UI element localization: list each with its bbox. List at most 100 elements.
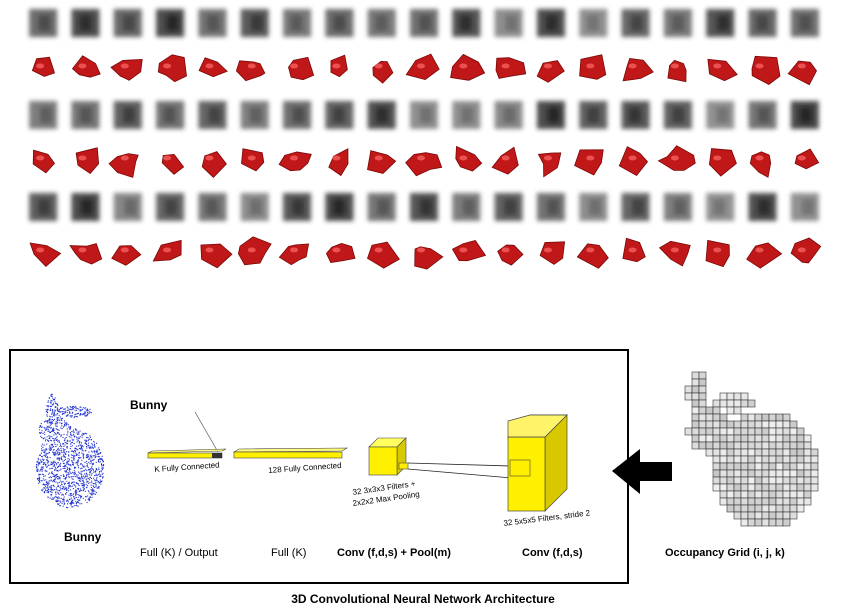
grey-filter-cell (198, 101, 227, 129)
grey-filter-cell (748, 101, 777, 129)
red-filter-cell (794, 148, 820, 170)
red-filter-cell (201, 151, 227, 178)
grey-filter-cell (29, 9, 58, 37)
grey-filter-cell (536, 9, 565, 37)
grey-filter-cell (240, 9, 269, 37)
grey-filter-cell (452, 193, 481, 221)
grey-filter-cell (621, 9, 650, 37)
layer-label-output: Full (K) / Output (140, 547, 218, 559)
red-filter-cell (576, 243, 609, 269)
grey-filter-cell (494, 193, 523, 221)
red-filter-cell (405, 53, 440, 81)
red-filter-cell (278, 243, 310, 266)
grey-filter-cell (706, 9, 735, 37)
red-filter-cell (29, 242, 62, 267)
grey-filter-cell (410, 193, 438, 221)
red-filter-cell (537, 152, 562, 178)
grey-filter-cell (706, 193, 735, 221)
grey-filter-cell (29, 193, 58, 221)
red-filter-cell (157, 54, 187, 83)
grey-filter-cell (410, 9, 438, 37)
grey-filter-cell (156, 193, 185, 221)
grey-filter-cell (367, 9, 396, 37)
grey-filter-cell (536, 101, 565, 129)
red-filter-cell (707, 58, 738, 82)
red-filter-cell (31, 56, 55, 77)
red-filter-cell (574, 149, 604, 176)
red-filter-cell (539, 241, 566, 265)
grey-filter-cell (663, 193, 692, 221)
red-filter-cell (241, 148, 265, 172)
point-cloud-bunny (35, 393, 105, 509)
grey-filter-cell (198, 193, 227, 221)
red-filter-cell (32, 149, 56, 174)
red-filter-cell (455, 145, 483, 172)
grey-filter-cell (790, 101, 819, 129)
grey-filter-cell (663, 9, 692, 37)
grey-filter-cell (325, 9, 354, 37)
grey-filter-cell (325, 101, 354, 129)
red-filter-cell (497, 244, 524, 266)
figure-caption: 3D Convolutional Neural Network Architec… (291, 592, 555, 606)
grey-filter-cell (748, 193, 777, 221)
red-filter-cell (657, 145, 696, 171)
red-filter-cell (622, 57, 654, 82)
red-filter-cell (751, 55, 781, 85)
red-filter-cell (451, 240, 487, 262)
red-filter-cell (200, 243, 233, 269)
red-filter-cell (110, 58, 143, 81)
red-filter-cell (325, 242, 356, 263)
grey-filter-cell (748, 9, 777, 37)
red-filter-cell (405, 152, 443, 177)
grey-filter-cell (71, 193, 100, 221)
red-filter-cell (372, 60, 394, 84)
red-filter-cell (708, 148, 737, 177)
grey-filter-cell (367, 101, 396, 129)
red-filter-cell (450, 53, 486, 81)
red-filter-cell (235, 60, 266, 82)
grey-filter-cell (29, 101, 58, 129)
conv-cube (507, 414, 568, 512)
input-arrow (612, 449, 672, 494)
bunny-tag-label: Bunny (130, 398, 168, 412)
grey-filter-cell (790, 193, 819, 221)
conv-pool-cube (368, 437, 409, 476)
red-filter-cell (414, 246, 444, 270)
grey-filter-cell (367, 193, 396, 221)
red-filter-cell (367, 150, 397, 174)
grey-filter-cell (410, 101, 438, 129)
red-filter-cell (367, 241, 400, 269)
red-filter-cell (622, 237, 646, 263)
grey-filter-cell (283, 101, 312, 129)
red-filter-cell (328, 148, 349, 177)
red-filter-cell (330, 54, 348, 78)
grey-filter-cell (113, 193, 142, 221)
red-filter-cell (152, 239, 182, 262)
red-filter-cell (161, 153, 185, 175)
grey-filter-cell (621, 101, 650, 129)
grey-filter-cell (579, 193, 608, 221)
grey-filter-cell (156, 101, 185, 129)
red-filter-cell (790, 237, 822, 264)
red-filter-cell (71, 55, 101, 78)
grey-filter-cell (494, 101, 523, 129)
grey-filter-cell (113, 9, 142, 37)
grey-filter-cell (452, 101, 481, 129)
grey-filter-cell (240, 193, 269, 221)
occupancy-grid-label: Occupancy Grid (i, j, k) (665, 547, 785, 559)
grey-filter-cell (198, 9, 227, 37)
red-filter-cell (658, 240, 691, 267)
red-filter-cell (749, 151, 772, 178)
grey-filter-cell (494, 9, 523, 37)
red-filter-cell (667, 59, 687, 83)
red-filter-cell (111, 245, 142, 266)
grey-filter-cell (621, 193, 650, 221)
red-filter-cell (579, 54, 607, 80)
bunny-leader-line (194, 411, 219, 453)
grey-filter-cell (113, 101, 142, 129)
grey-filter-cell (790, 9, 819, 37)
layer-label-full: Full (K) (271, 547, 307, 559)
red-filter-cell (618, 146, 649, 177)
red-filter-cell (69, 243, 103, 265)
